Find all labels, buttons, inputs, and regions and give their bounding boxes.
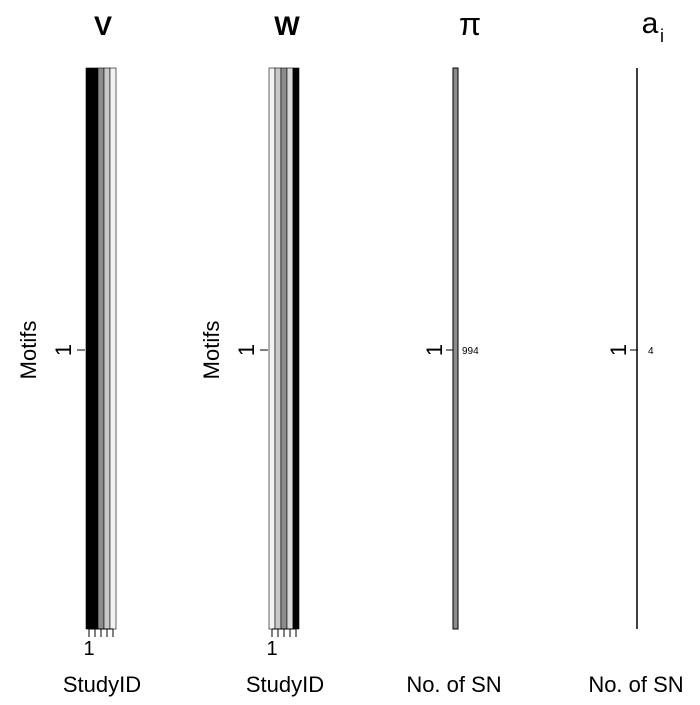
panel-a-row-label: 1	[606, 344, 631, 356]
panel-pi-row-label: 1	[422, 344, 447, 356]
panel-w-heatmap-cell	[286, 67, 294, 630]
panel-w-heatmap-cell	[268, 67, 276, 630]
panel-w-heatmap-cell	[280, 67, 288, 630]
panel-v-heatmap	[85, 67, 117, 630]
panel-v-heatmap-cell	[85, 67, 93, 630]
panel-w-heatmap-cell	[274, 67, 282, 630]
panel-pi-title: π	[459, 6, 481, 42]
panel-v-xlabel: StudyID	[63, 672, 141, 697]
panel-v-row-label: 1	[51, 344, 76, 356]
panel-w-ylabel: Motifs	[199, 321, 224, 380]
panel-a-xlabel: No. of SN	[588, 672, 683, 697]
panel-pi-value-label: 994	[462, 346, 479, 357]
panel-pi-bar	[452, 67, 459, 630]
panel-pi-xlabel: No. of SN	[406, 672, 501, 697]
panel-w-heatmap-cell	[292, 67, 300, 630]
panel-v-x-ticks	[88, 628, 114, 637]
panel-v-x-tick-label: 1	[83, 638, 94, 660]
panel-v-heatmap-cell	[97, 67, 105, 630]
panel-w-xlabel: StudyID	[246, 672, 324, 697]
panel-a-value-label: 4	[648, 346, 654, 357]
panel-w-title: W	[274, 11, 300, 41]
panel-v-ylabel: Motifs	[16, 321, 41, 380]
panel-a-title-subscript: i	[660, 26, 664, 46]
panel-v-heatmap-cell	[91, 67, 99, 630]
panel-v-title: V	[94, 11, 112, 41]
panel-w-row-label: 1	[234, 344, 259, 356]
panel-w-heatmap	[268, 67, 300, 630]
panel-w-x-tick-label: 1	[266, 638, 277, 660]
panel-v-heatmap-cell	[103, 67, 111, 630]
panel-w-x-ticks	[271, 628, 297, 637]
panel-a-title-main: a	[642, 7, 659, 40]
panel-v-heatmap-cell	[109, 67, 117, 630]
panel-a-title: a i	[642, 7, 664, 46]
